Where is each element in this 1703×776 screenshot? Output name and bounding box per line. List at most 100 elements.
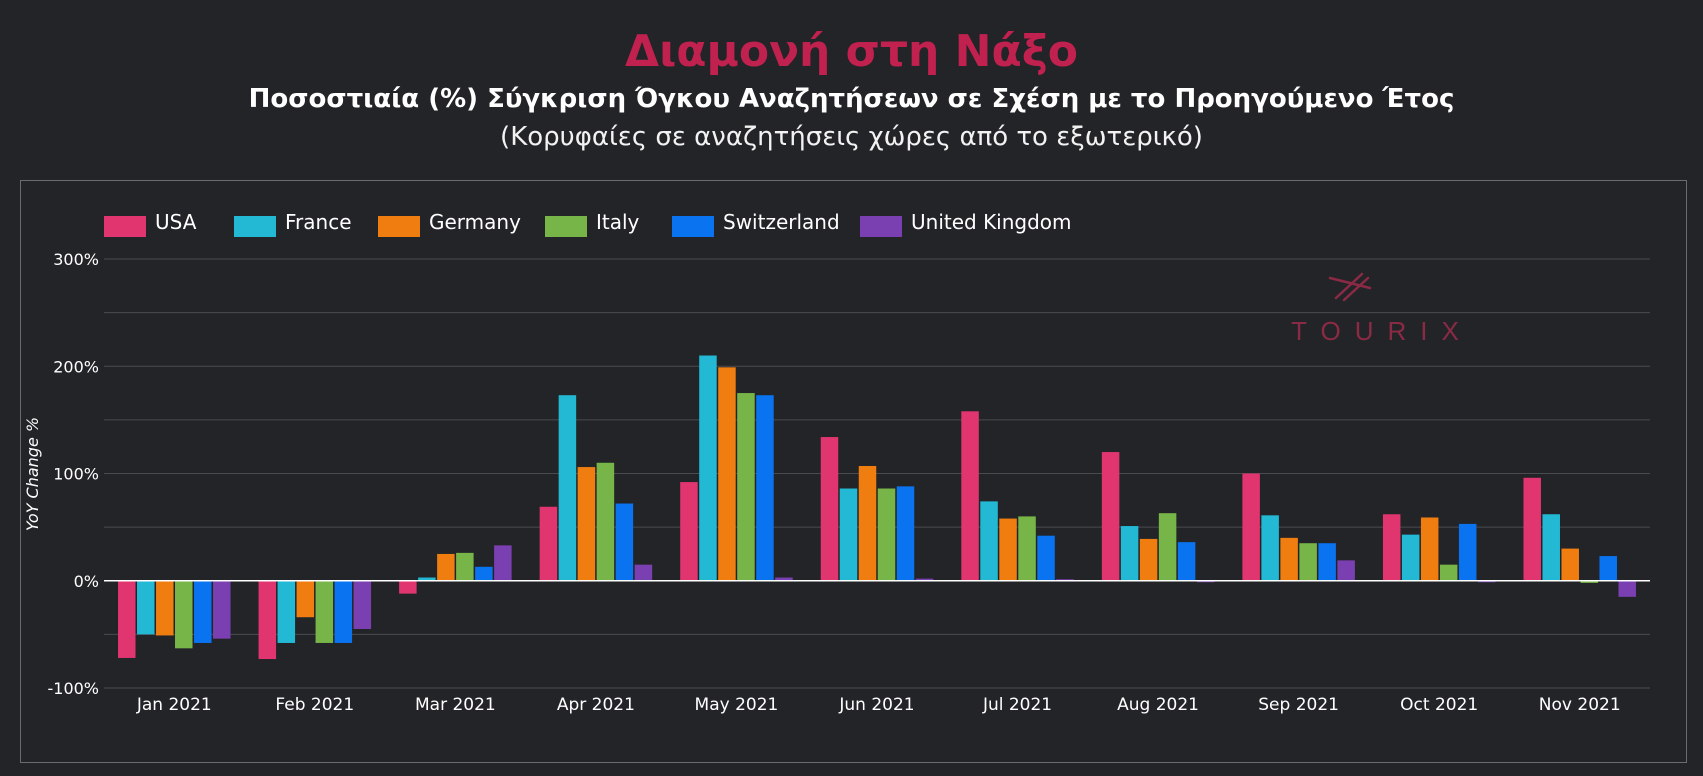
bar-switzerland (896, 486, 915, 581)
bar-usa (399, 580, 417, 594)
bar-usa (961, 411, 979, 581)
bar-italy (1580, 580, 1598, 583)
bar-france (137, 580, 155, 635)
bar-italy (1158, 513, 1177, 581)
tourix-logo: TOURIX (1291, 272, 1473, 346)
bar-switzerland (756, 395, 774, 581)
bar-usa (1101, 452, 1120, 581)
x-tick-label: Aug 2021 (1117, 695, 1199, 715)
bar-united-kingdom (213, 580, 231, 639)
bar-switzerland (475, 566, 493, 581)
page-title: Διαμονή στη Νάξο (625, 26, 1078, 77)
legend-label: USA (155, 210, 197, 234)
legend-swatch (545, 216, 587, 237)
legend-label: United Kingdom (911, 210, 1072, 234)
bar-germany (1139, 538, 1158, 581)
x-tick-label: Feb 2021 (275, 695, 354, 715)
bar-switzerland (1599, 556, 1617, 581)
y-tick-label: -100% (47, 679, 99, 698)
bar-france (418, 577, 436, 581)
bar-germany (1280, 537, 1298, 581)
legend-swatch (672, 216, 714, 237)
legend-swatch (234, 216, 276, 237)
bar-germany (999, 518, 1017, 581)
bar-usa (118, 580, 136, 658)
bar-france (980, 501, 998, 581)
bar-usa (1523, 477, 1541, 581)
legend-item-switzerland[interactable]: Switzerland (672, 210, 840, 237)
legend-label: Germany (429, 210, 521, 234)
bar-france (1542, 514, 1560, 581)
bar-italy (456, 552, 474, 581)
bar-italy (1018, 516, 1036, 581)
bar-italy (737, 393, 755, 581)
legend-label: Switzerland (723, 210, 840, 234)
bar-germany (577, 467, 596, 581)
bar-france (1120, 526, 1139, 581)
bar-italy (315, 580, 334, 643)
bar-germany (718, 367, 736, 581)
bar-usa (1382, 514, 1401, 581)
bar-united-kingdom (1337, 560, 1355, 581)
bar-switzerland (1458, 523, 1477, 581)
bar-united-kingdom (353, 580, 372, 630)
legend[interactable]: USA France Germany Italy Switzerland United K… (104, 210, 1072, 237)
x-tick-label: Mar 2021 (415, 695, 496, 715)
y-tick-label: 200% (53, 357, 99, 376)
bar-united-kingdom (634, 564, 653, 581)
bar-italy (596, 462, 615, 581)
legend-swatch (378, 216, 420, 237)
legend-label: Italy (596, 210, 640, 234)
bar-usa (680, 482, 698, 581)
bar-france (277, 580, 296, 643)
legend-item-france[interactable]: France (234, 210, 352, 237)
y-tick-label: 0% (74, 572, 99, 591)
bar-switzerland (1318, 543, 1336, 581)
bar-switzerland (1037, 535, 1055, 581)
bar-usa (539, 506, 558, 581)
bar-united-kingdom (494, 545, 512, 581)
bar-germany (1420, 517, 1439, 581)
bar-italy (175, 580, 193, 649)
bar-germany (296, 580, 315, 618)
bar-germany (1561, 548, 1579, 581)
y-tick-label: 100% (53, 465, 99, 484)
axes: -100% 0% 100% 200% 300% YoY Change % Jan 2021 F… (23, 250, 1650, 715)
bar-italy (877, 488, 896, 581)
bar-germany (858, 465, 877, 581)
x-tick-label: Jan 2021 (136, 695, 212, 715)
logo-text: TOURIX (1291, 316, 1473, 346)
logo-mark-icon (1328, 272, 1372, 302)
legend-item-usa[interactable]: USA (104, 210, 197, 237)
bar-italy (1439, 564, 1458, 581)
page-subtitle: Ποσοστιαία (%) Σύγκριση Όγκου Αναζητήσεω… (248, 84, 1455, 114)
bar-usa (820, 437, 839, 581)
x-tick-label: Oct 2021 (1400, 695, 1478, 715)
legend-item-united-kingdom[interactable]: United Kingdom (860, 210, 1072, 237)
bar-united-kingdom (775, 577, 793, 581)
bar-france (1401, 534, 1420, 581)
bar-italy (1299, 543, 1317, 581)
bars (118, 355, 1636, 660)
bar-france (839, 488, 858, 581)
bar-switzerland (194, 580, 212, 643)
chart-panel (20, 180, 1687, 763)
bar-usa (258, 580, 277, 660)
x-tick-label: May 2021 (695, 695, 779, 715)
bar-germany (437, 553, 455, 581)
legend-swatch (860, 216, 902, 237)
x-tick-label: Jul 2021 (982, 695, 1052, 715)
page-caption: (Κορυφαίες σε αναζητήσεις χώρες από το ε… (500, 122, 1203, 152)
bar-france (558, 395, 577, 581)
legend-item-italy[interactable]: Italy (545, 210, 640, 237)
y-tick-label: 300% (53, 250, 99, 269)
y-axis-label: YoY Change % (23, 417, 42, 531)
legend-item-germany[interactable]: Germany (378, 210, 521, 237)
bar-switzerland (334, 580, 353, 643)
x-tick-label: Jun 2021 (838, 695, 914, 715)
x-tick-label: Sep 2021 (1258, 695, 1339, 715)
bar-switzerland (1177, 542, 1196, 581)
bar-usa (1242, 473, 1260, 581)
x-tick-label: Apr 2021 (557, 695, 635, 715)
